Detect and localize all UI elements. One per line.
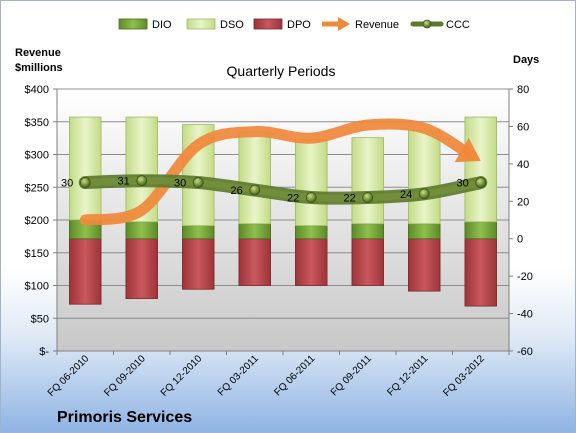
right-tick-label: 0 xyxy=(517,234,523,246)
dio-bar xyxy=(295,225,328,240)
chart-title: Quarterly Periods xyxy=(227,63,336,79)
ccc-data-label: 30 xyxy=(174,178,186,190)
left-tick-label: $400 xyxy=(25,84,49,96)
legend-swatch-dpo xyxy=(253,18,283,30)
left-tick-label: $300 xyxy=(25,150,49,162)
ccc-series: 30 31 30 26 22 22 24 30 xyxy=(61,174,488,205)
dpo-bar xyxy=(464,238,497,307)
ccc-data-label: 24 xyxy=(400,189,412,201)
right-tick-label: -60 xyxy=(517,346,533,358)
right-tick-label: 80 xyxy=(517,84,529,96)
x-tick-label: FQ 09-2011 xyxy=(329,353,374,398)
dpo-bar xyxy=(295,238,328,286)
left-tick-label: $200 xyxy=(25,215,49,227)
right-tick-label: -20 xyxy=(517,271,533,283)
legend-label-dpo: DPO xyxy=(287,19,311,31)
x-tick-label: FQ 12-2011 xyxy=(385,353,430,398)
left-tick-label: $250 xyxy=(25,182,49,194)
revenue-line xyxy=(79,118,476,226)
left-tick-label: $100 xyxy=(25,281,49,293)
company-name: Primoris Services xyxy=(57,409,192,426)
legend-label-dso: DSO xyxy=(220,19,244,31)
left-axis-title-line2: $millions xyxy=(15,62,63,74)
x-tick-label: FQ 09-2010 xyxy=(102,353,148,399)
dpo-bar xyxy=(69,238,102,305)
dso-bar xyxy=(408,129,441,225)
legend-ccc-marker xyxy=(422,19,432,29)
legend-swatch-dso xyxy=(186,18,216,30)
dso-bar xyxy=(238,131,271,225)
ccc-data-label: 22 xyxy=(287,193,299,205)
left-tick-label: $350 xyxy=(25,117,49,129)
dpo-bar xyxy=(125,238,158,299)
right-tick-label: 20 xyxy=(517,196,529,208)
dio-bar xyxy=(182,225,215,240)
revenue-series xyxy=(79,118,481,226)
dpo-bar xyxy=(408,238,441,292)
dio-bar xyxy=(464,221,497,240)
legend-swatch-dio xyxy=(118,18,148,30)
ccc-point xyxy=(192,177,204,188)
x-tick-label: FQ 06-2011 xyxy=(272,353,317,398)
revenue-arrowhead xyxy=(454,137,481,163)
ccc-data-label: 31 xyxy=(118,176,130,188)
dpo-bar xyxy=(351,238,384,286)
legend: DIO DSO DPO Revenue CCC xyxy=(118,17,470,31)
ccc-point xyxy=(136,175,148,187)
legend-label-ccc: CCC xyxy=(446,19,470,31)
dso-bar xyxy=(351,137,384,225)
left-tick-label: $50 xyxy=(31,313,49,325)
right-axis-title: Days xyxy=(513,54,539,66)
ccc-data-label: 26 xyxy=(231,185,243,197)
left-tick-label: $150 xyxy=(25,248,49,260)
ccc-point xyxy=(249,184,261,196)
left-tick-label: $- xyxy=(39,346,49,358)
legend-label-revenue: Revenue xyxy=(355,19,399,31)
x-tick-label: FQ 03-2012 xyxy=(441,353,487,399)
ccc-point xyxy=(475,177,487,188)
ccc-point xyxy=(362,192,374,203)
dpo-bar xyxy=(182,238,215,290)
dio-bar xyxy=(125,221,158,240)
legend-revenue-arrowhead xyxy=(338,17,350,31)
right-tick-label: 40 xyxy=(517,159,529,171)
dso-bar xyxy=(464,116,497,223)
dpo-bar xyxy=(238,238,271,286)
ccc-point xyxy=(418,188,430,200)
ccc-data-label: 30 xyxy=(457,178,469,190)
legend-label-dio: DIO xyxy=(152,19,172,31)
ccc-point xyxy=(79,177,91,188)
dio-bar xyxy=(238,223,271,240)
ccc-point xyxy=(305,192,317,203)
right-tick-label: -40 xyxy=(517,309,533,321)
left-axis-title-line1: Revenue xyxy=(15,47,61,59)
dio-bar xyxy=(408,223,441,240)
x-tick-label: FQ 06-2010 xyxy=(46,353,92,399)
right-tick-label: 60 xyxy=(517,121,529,133)
x-tick-label: FQ 03-2011 xyxy=(216,353,261,398)
dso-bar xyxy=(295,139,328,227)
ccc-data-label: 30 xyxy=(61,178,73,190)
dio-bar xyxy=(351,223,384,240)
dso-bar xyxy=(69,116,102,221)
x-tick-label: FQ 12-2010 xyxy=(159,353,205,399)
ccc-data-label: 22 xyxy=(344,193,356,205)
